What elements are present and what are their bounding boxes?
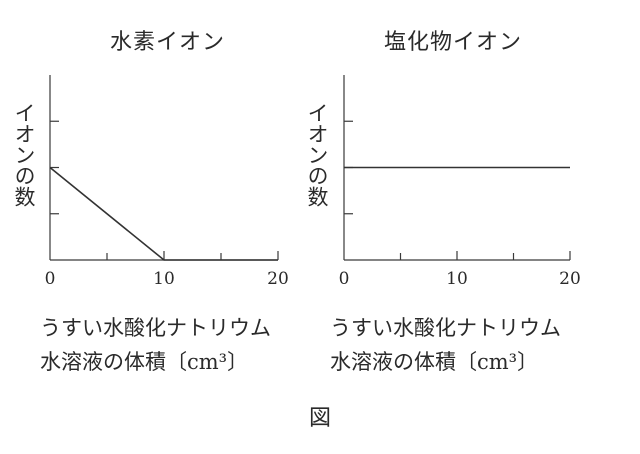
chart2-x-tick-label: 20 xyxy=(559,269,581,289)
chart2-xlabel-line1: うすい水酸化ナトリウム xyxy=(330,316,561,340)
chart1-x-tick-label: 20 xyxy=(267,269,289,289)
chart2-ylabel: イオンの数 xyxy=(305,102,329,207)
chart2-x-tick-label: 0 xyxy=(339,269,350,289)
chart2-plot: 0 10 20 xyxy=(339,75,581,289)
chart1-plot: 0 10 20 xyxy=(45,75,289,289)
chart1-series-line xyxy=(49,166,278,261)
chart1-ylabel: イオンの数 xyxy=(12,102,36,207)
chart1-x-tick-label: 10 xyxy=(153,269,175,289)
chart1-xlabel-line1: うすい水酸化ナトリウム xyxy=(40,316,271,340)
chart2-x-tick-label: 10 xyxy=(446,269,468,289)
chart2-xlabel-line2: 水溶液の体積〔cm³〕 xyxy=(330,350,539,374)
figure-label: 図 xyxy=(308,406,331,431)
chart1-title: 水素イオン xyxy=(110,30,226,55)
chart1-x-tick-label: 0 xyxy=(45,269,56,289)
chart1-xlabel-line2: 水溶液の体積〔cm³〕 xyxy=(40,350,249,374)
chart2-title: 塩化物イオン xyxy=(384,30,523,55)
